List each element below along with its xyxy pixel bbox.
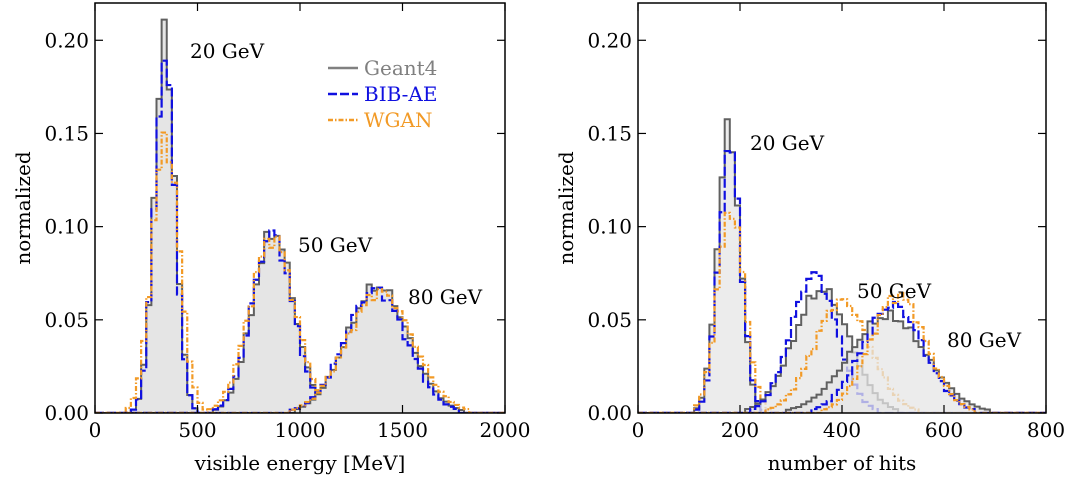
energy-axis-ticks: 0 500 1000 1500 2000 0.00 0.05 0.10 0.15 0.20 [44,3,530,442]
energy-y-tick-label: 0.20 [44,28,89,52]
hits-y-axis-label: normalized [554,151,578,265]
hits-x-axis-label: number of hits [768,451,917,475]
legend-wgan-label: WGAN [364,108,432,132]
energy-x-tick-label: 0 [89,418,102,442]
energy-x-tick-label: 1500 [377,418,428,442]
energy-x-tick-label: 2000 [480,418,531,442]
energy-y-tick-label: 0.15 [44,121,89,145]
energy-histogram-panel: 0 500 1000 1500 2000 0.00 0.05 0.10 0.15 0.20 vis… [11,2,530,475]
energy-wgan-series-50gev [95,235,505,413]
energy-x-axis-label: visible energy [MeV] [194,451,406,475]
hits-wgan-series-20gev [638,211,1046,413]
energy-x-tick-label: 1000 [275,418,326,442]
hits-axis-ticks: 0 200 400 600 800 0.00 0.05 0.10 0.15 0.20 [587,3,1065,442]
hits-x-tick-label: 200 [721,418,759,442]
hits-x-tick-label: 800 [1027,418,1065,442]
hits-geant4-series-80gev [638,309,1046,413]
hits-y-tick-label: 0.10 [587,215,632,239]
hits-x-tick-label: 0 [632,418,645,442]
energy-wgan-series-80gev [95,288,505,413]
hits-y-tick-label: 0.15 [587,121,632,145]
energy-y-tick-label: 0.10 [44,215,89,239]
hits-annotation-50gev: 50 GeV [857,279,932,303]
energy-annotation-80gev: 80 GeV [408,285,483,309]
hits-annotation-20gev: 20 GeV [750,131,825,155]
hits-geant4-series-50gev [638,288,1046,413]
energy-y-tick-label: 0.00 [44,401,89,425]
hits-geant4-fill-20gev [638,119,1046,413]
hits-x-tick-label: 400 [823,418,861,442]
legend: Geant4 BIB-AE WGAN [328,56,437,132]
hits-wgan-series-80gev [638,291,1046,413]
energy-x-tick-label: 500 [178,418,216,442]
energy-annotation-50gev: 50 GeV [298,233,373,257]
energy-histograms [95,18,505,413]
legend-bibae-label: BIB-AE [364,82,437,106]
energy-bibae-series-20gev [95,59,505,413]
hits-y-tick-label: 0.05 [587,308,632,332]
hits-geant4-fill-80gev [638,310,1046,413]
energy-histogram-content [95,18,505,413]
energy-bibae-series-80gev [95,286,505,413]
energy-annotation-20gev: 20 GeV [190,39,265,63]
energy-geant4-fill-80gev [95,284,505,413]
hits-histograms [638,118,1046,413]
energy-geant4-fill-50gev [95,231,505,413]
energy-y-tick-label: 0.05 [44,308,89,332]
legend-geant4-label: Geant4 [364,56,437,80]
energy-bibae-series-50gev [95,229,505,413]
hits-y-tick-label: 0.20 [587,28,632,52]
hits-annotation-80gev: 80 GeV [947,328,1022,352]
hits-geant4-series-20gev [638,118,1046,413]
hits-x-tick-label: 600 [925,418,963,442]
hits-wgan-series-50gev [638,298,1046,413]
hits-y-tick-label: 0.00 [587,401,632,425]
hits-histogram-panel: 0 200 400 600 800 0.00 0.05 0.10 0.15 0.20 number… [554,2,1065,475]
hits-histogram-content [638,118,1046,413]
energy-y-axis-label: normalized [11,151,35,265]
